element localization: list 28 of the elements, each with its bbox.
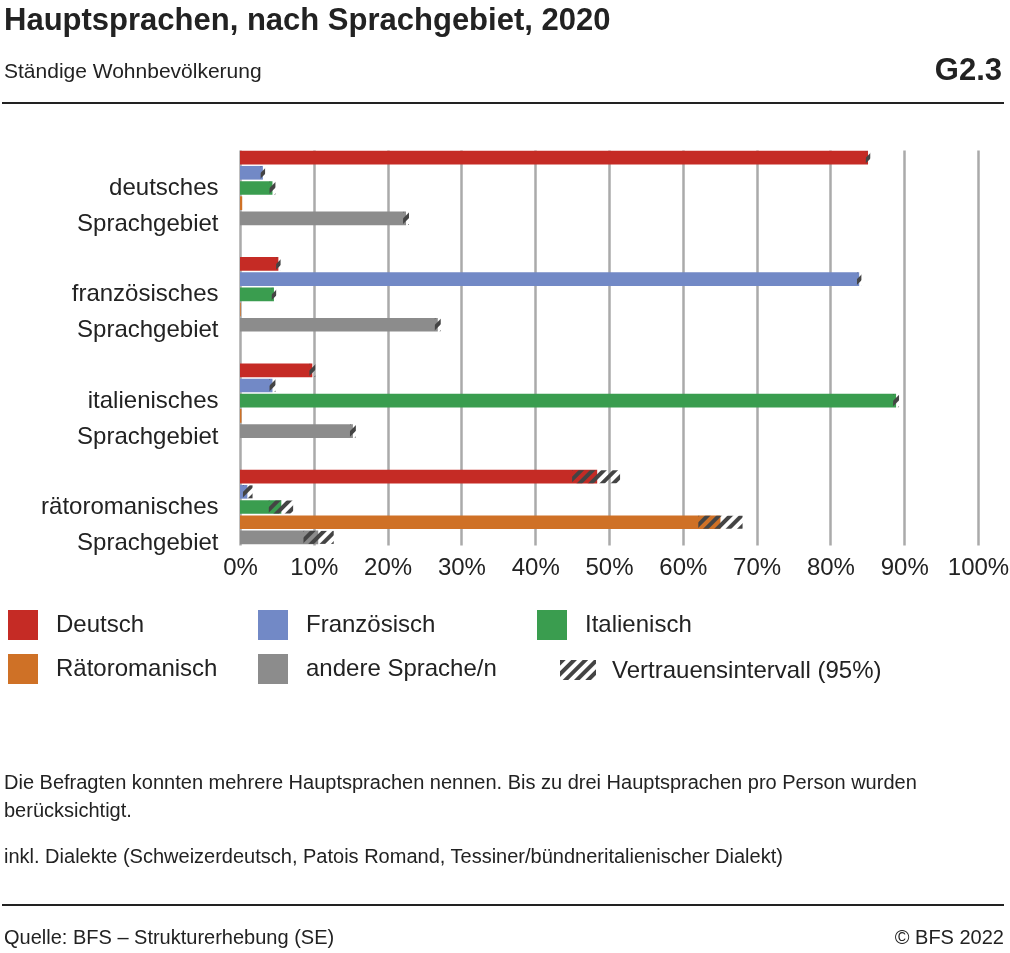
text: Die Befragten konnten mehrere Hauptsprachen nennen. Bis zu drei Hauptsprachen pro Person wurden berücksichtigt. <box>4 770 918 823</box>
text: inkl. Dialekte (Schweizerdeutsch, Patois Romand, Tessiner/bündneritalienischer Dialekt) <box>4 845 783 868</box>
chart-subtitle: Ständige Wohnbevölkerung <box>4 59 262 83</box>
y-tick-label: rätoromanisches Sprachgebiet <box>41 492 219 556</box>
legend-label: Französisch <box>306 610 436 637</box>
text: G2.3 <box>934 52 1002 88</box>
x-tick-label: 0% <box>223 552 258 580</box>
x-tick-label: 40% <box>511 552 560 580</box>
legend-label: Rätoromanisch <box>56 654 218 681</box>
x-tick-label: 70% <box>733 552 782 580</box>
x-tick-label: 30% <box>437 552 486 580</box>
x-tick-label: 60% <box>659 552 708 580</box>
x-tick-label: 20% <box>364 552 413 580</box>
text: © BFS 2022 <box>894 926 1004 949</box>
legend-label: andere Sprache/n <box>306 654 497 681</box>
text: Vertrauensintervall (95%) <box>612 656 882 684</box>
chart-title: Hauptsprachen, nach Sprachgebiet, 2020 <box>4 2 611 38</box>
y-tick-label: italienisches Sprachgebiet <box>77 385 219 449</box>
x-tick-label: 50% <box>585 552 634 580</box>
x-tick-label: 90% <box>880 552 929 580</box>
legend-label: Deutsch <box>56 610 145 637</box>
legend-label: Italienisch <box>585 610 692 637</box>
y-tick-label: französisches Sprachgebiet <box>71 279 219 343</box>
source-note: Quelle: BFS – Strukturerhebung (SE) <box>4 926 335 949</box>
x-tick-label: 100% <box>947 552 1010 580</box>
x-tick-label: 80% <box>806 552 855 580</box>
x-tick-label: 10% <box>290 552 339 580</box>
y-tick-label: deutsches Sprachgebiet <box>77 172 219 236</box>
